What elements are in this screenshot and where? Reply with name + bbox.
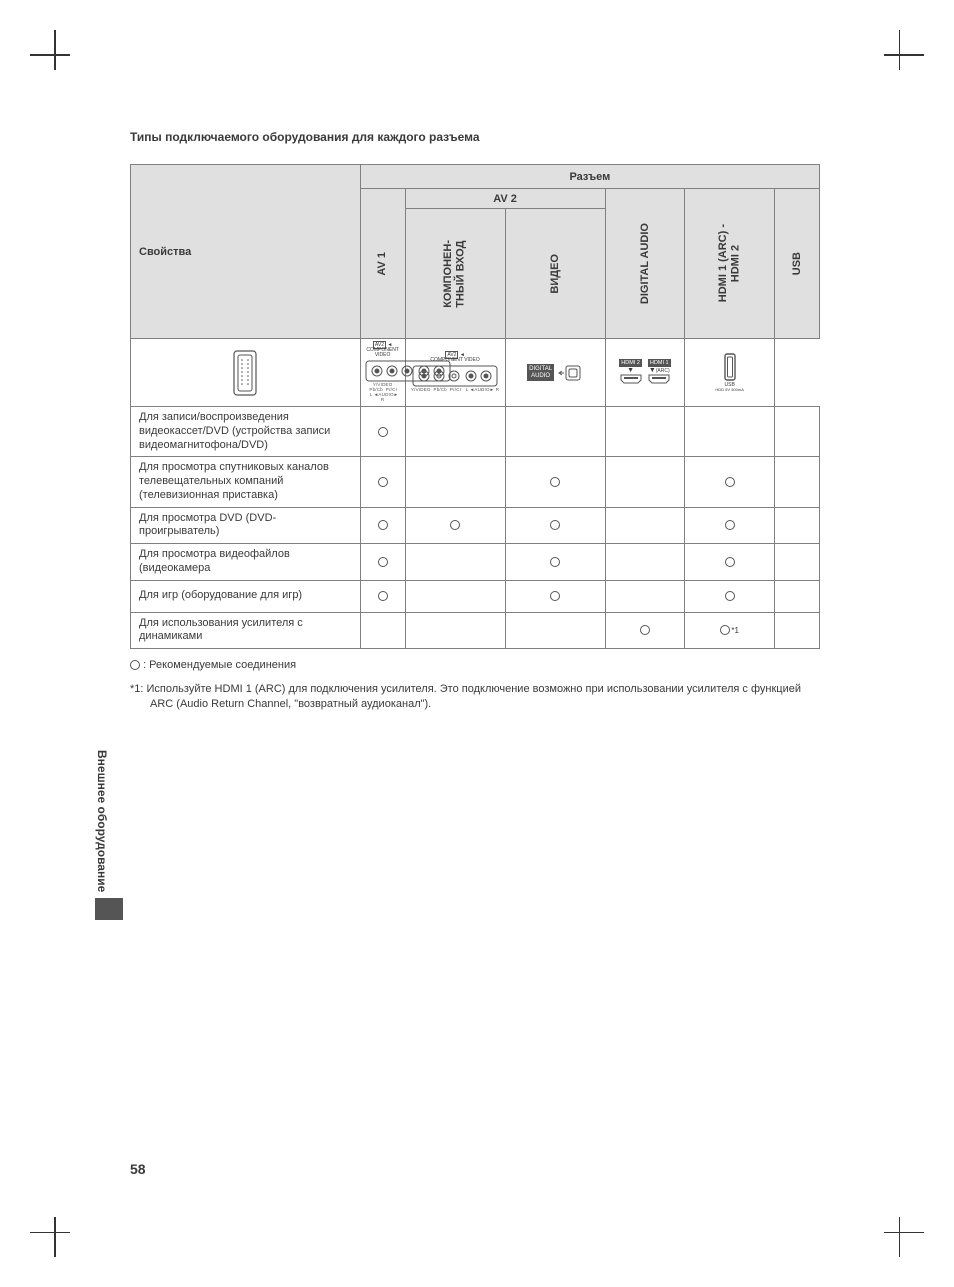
header-usb: USB: [775, 189, 820, 339]
cell-digital-audio: [605, 580, 685, 612]
cell-video: [505, 612, 605, 649]
circle-icon: [450, 520, 460, 530]
cell-usb: [775, 457, 820, 507]
icon-component: AV2 ◄COMPONENT VIDEO Y/VIDEO Pb/Cb Pr/Cr…: [360, 339, 405, 407]
row-label: Для просмотра видеофайлов (видеокамера: [131, 544, 361, 581]
circle-icon: [550, 520, 560, 530]
crop-mark: [30, 30, 80, 80]
cell-usb: [775, 612, 820, 649]
table-row: Для использования усилителя с динамиками…: [131, 612, 820, 649]
circle-icon: [720, 625, 730, 635]
cell-hdmi: [685, 580, 775, 612]
cell-av1: [360, 407, 405, 457]
table-row: Для просмотра DVD (DVD-проигрыватель): [131, 507, 820, 544]
crop-mark: [30, 1207, 80, 1257]
usb-port-icon: [722, 353, 738, 383]
cell-digital-audio: [605, 507, 685, 544]
header-av1: AV 1: [360, 189, 405, 339]
scart-icon: [231, 349, 259, 397]
crop-mark: [874, 1207, 924, 1257]
cell-digital-audio: [605, 457, 685, 507]
circle-icon: [378, 477, 388, 487]
circle-icon: [378, 591, 388, 601]
cell-video: [505, 507, 605, 544]
header-component: КОМПОНЕН- ТНЫЙ ВХОД: [405, 209, 505, 339]
row-label: Для игр (оборудование для игр): [131, 580, 361, 612]
connector-table: Свойства Разъем AV 1 AV 2 DIGITAL AUDIO …: [130, 164, 820, 649]
side-tab: Внешнее оборудование: [95, 750, 125, 920]
hdmi-port-icon: [620, 374, 642, 384]
cell-usb: [775, 544, 820, 581]
circle-icon: [130, 660, 140, 670]
circle-icon: [725, 520, 735, 530]
circle-icon: [550, 477, 560, 487]
cell-av1: [360, 544, 405, 581]
cell-hdmi: [685, 544, 775, 581]
circle-icon: [725, 557, 735, 567]
legend: : Рекомендуемые соединения: [130, 659, 824, 671]
cell-video: [505, 544, 605, 581]
cell-component: [405, 407, 505, 457]
row-label: Для использования усилителя с динамиками: [131, 612, 361, 649]
cell-av1: [360, 612, 405, 649]
row-label: Для записи/воспроизведения видеокассет/D…: [131, 407, 361, 457]
table-row: Для просмотра видеофайлов (видеокамера: [131, 544, 820, 581]
circle-icon: [640, 625, 650, 635]
circle-icon: [725, 591, 735, 601]
cell-video: [505, 407, 605, 457]
icon-hdmi: HDMI 2 ▼ HDMI 1 ▼(ARC): [605, 339, 685, 407]
circle-icon: [725, 477, 735, 487]
cell-video: [505, 580, 605, 612]
cell-component: [405, 457, 505, 507]
header-group: Разъем: [360, 165, 819, 189]
table-row: Для просмотра спутниковых каналов телеве…: [131, 457, 820, 507]
header-av2-group: AV 2: [405, 189, 605, 209]
cell-av1: [360, 457, 405, 507]
cell-usb: [775, 580, 820, 612]
page: Типы подключаемого оборудования для кажд…: [0, 0, 954, 1287]
table-row: Для записи/воспроизведения видеокассет/D…: [131, 407, 820, 457]
cell-digital-audio: [605, 407, 685, 457]
icon-av1: [131, 339, 361, 407]
footnote: *1: Используйте HDMI 1 (ARC) для подключ…: [130, 682, 820, 712]
cell-av1: [360, 580, 405, 612]
side-tab-block: [95, 898, 123, 920]
cell-hdmi: *1: [685, 612, 775, 649]
cell-video: [505, 457, 605, 507]
circle-icon: [378, 520, 388, 530]
rca-5-icon: [412, 365, 498, 387]
table-row: Для игр (оборудование для игр): [131, 580, 820, 612]
cell-hdmi: [685, 457, 775, 507]
header-hdmi: HDMI 1 (ARC) - HDMI 2: [685, 189, 775, 339]
row-label: Для просмотра спутниковых каналов телеве…: [131, 457, 361, 507]
header-digital-audio: DIGITAL AUDIO: [605, 189, 685, 339]
header-features: Свойства: [131, 165, 361, 339]
cell-av1: [360, 507, 405, 544]
circle-icon: [378, 427, 388, 437]
cell-component: [405, 544, 505, 581]
icon-digital-audio: DIGITAL AUDIO: [505, 339, 605, 407]
cell-hdmi: [685, 507, 775, 544]
circle-icon: [550, 557, 560, 567]
page-title: Типы подключаемого оборудования для кажд…: [130, 130, 824, 144]
cell-hdmi: [685, 407, 775, 457]
hdmi-port-icon: [648, 374, 670, 384]
circle-icon: [550, 591, 560, 601]
cell-usb: [775, 407, 820, 457]
cell-component: [405, 580, 505, 612]
header-video: ВИДЕО: [505, 209, 605, 339]
row-label: Для просмотра DVD (DVD-проигрыватель): [131, 507, 361, 544]
cell-digital-audio: [605, 544, 685, 581]
optical-icon: [557, 363, 583, 383]
cell-usb: [775, 507, 820, 544]
icon-video: AV2 ◄COMPONENT VIDEO Y/VIDEO Pb/Cb Pr/Cr…: [405, 339, 505, 407]
icon-usb: USB HDD 5V 500mA: [685, 339, 775, 407]
page-number: 58: [130, 1161, 146, 1177]
circle-icon: [378, 557, 388, 567]
cell-component: [405, 507, 505, 544]
cell-component: [405, 612, 505, 649]
crop-mark: [874, 30, 924, 80]
cell-digital-audio: [605, 612, 685, 649]
